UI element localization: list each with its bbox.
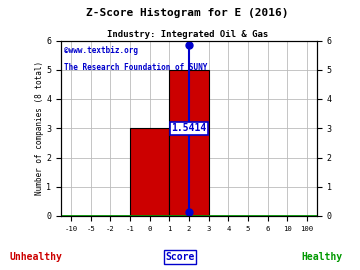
Text: ©www.textbiz.org: ©www.textbiz.org — [64, 46, 138, 55]
Text: Industry: Integrated Oil & Gas: Industry: Integrated Oil & Gas — [107, 30, 268, 39]
Text: Score: Score — [165, 252, 195, 262]
Text: Unhealthy: Unhealthy — [10, 252, 62, 262]
Bar — [130, 128, 169, 216]
Text: 1.5414: 1.5414 — [171, 123, 207, 133]
Text: Healthy: Healthy — [302, 252, 343, 262]
Y-axis label: Number of companies (8 total): Number of companies (8 total) — [35, 61, 44, 195]
Text: Z-Score Histogram for E (2016): Z-Score Histogram for E (2016) — [86, 8, 288, 18]
Text: The Research Foundation of SUNY: The Research Foundation of SUNY — [64, 63, 207, 72]
Bar — [169, 70, 209, 216]
